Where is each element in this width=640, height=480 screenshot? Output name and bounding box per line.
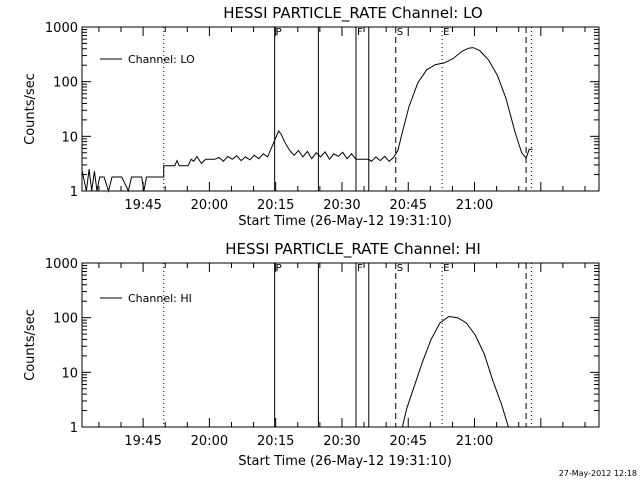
x-tick-label: 21:00	[456, 198, 493, 213]
x-tick-label: 20:15	[257, 198, 294, 213]
x-tick-label: 20:30	[323, 198, 360, 213]
panel-lo-xlabel: Start Time (26-May-12 19:31:10)	[238, 214, 452, 229]
y-tick-label: 1000	[45, 21, 78, 36]
y-tick-label: 1	[70, 421, 78, 436]
panel-hi-plot-frame	[81, 262, 600, 428]
x-tick-label: 21:00	[456, 434, 493, 449]
y-tick-label: 1	[70, 185, 78, 200]
panel-lo-ylabel: Counts/sec	[23, 73, 38, 145]
y-tick-label: 1000	[45, 257, 78, 272]
x-tick-label: 20:45	[390, 198, 427, 213]
panel-hi-xlabel: Start Time (26-May-12 19:31:10)	[238, 454, 452, 469]
event-marker-label: F	[357, 263, 363, 274]
panel-lo-title: HESSI PARTICLE_RATE Channel: LO	[223, 4, 482, 23]
panel-hi-legend: Channel: HI	[100, 292, 192, 305]
event-marker-label: S	[397, 27, 403, 38]
panel-lo: HESSI PARTICLE_RATE Channel: LO P F S E 1 10…	[23, 4, 600, 229]
y-tick-label: 100	[53, 312, 78, 327]
panel-hi-title: HESSI PARTICLE_RATE Channel: HI	[225, 240, 481, 259]
x-tick-label: 20:00	[191, 434, 228, 449]
timestamp-footer: 27-May-2012 12:18	[559, 469, 637, 478]
event-marker-label: P	[276, 27, 282, 38]
legend-label-lo: Channel: LO	[128, 53, 195, 66]
x-tick-label: 19:45	[124, 198, 161, 213]
legend-label-hi: Channel: HI	[128, 292, 192, 305]
panel-hi-series	[401, 315, 509, 428]
x-tick-label: 20:45	[390, 434, 427, 449]
panel-lo-series	[81, 47, 533, 193]
x-tick-label: 20:00	[191, 198, 228, 213]
panel-hi-ylabel: Counts/sec	[23, 309, 38, 381]
panel-hi-x-axis: 19:45 20:00 20:15 20:30 20:45 21:00	[98, 263, 586, 449]
event-marker-label: F	[357, 27, 363, 38]
series-line	[401, 315, 509, 428]
panel-lo-legend: Channel: LO	[100, 53, 195, 66]
event-marker-label: E	[443, 27, 449, 38]
panel-hi: HESSI PARTICLE_RATE Channel: HI P F S E 1 10…	[23, 240, 600, 469]
x-tick-label: 19:45	[124, 434, 161, 449]
event-marker-label: E	[443, 263, 449, 274]
event-marker-label: S	[397, 263, 403, 274]
panel-hi-y-axis: 1 10 100 1000	[45, 257, 599, 436]
y-tick-label: 10	[61, 366, 78, 381]
series-line	[81, 47, 533, 193]
panel-lo-x-axis: 19:45 20:00 20:15 20:30 20:45 21:00	[98, 27, 586, 213]
panel-lo-y-axis: 1 10 100 1000	[45, 21, 599, 200]
y-tick-label: 100	[53, 76, 78, 91]
y-tick-label: 10	[61, 130, 78, 145]
event-marker-label: P	[276, 263, 282, 274]
panel-lo-plot-frame	[81, 26, 600, 192]
x-tick-label: 20:15	[257, 434, 294, 449]
x-tick-label: 20:30	[323, 434, 360, 449]
